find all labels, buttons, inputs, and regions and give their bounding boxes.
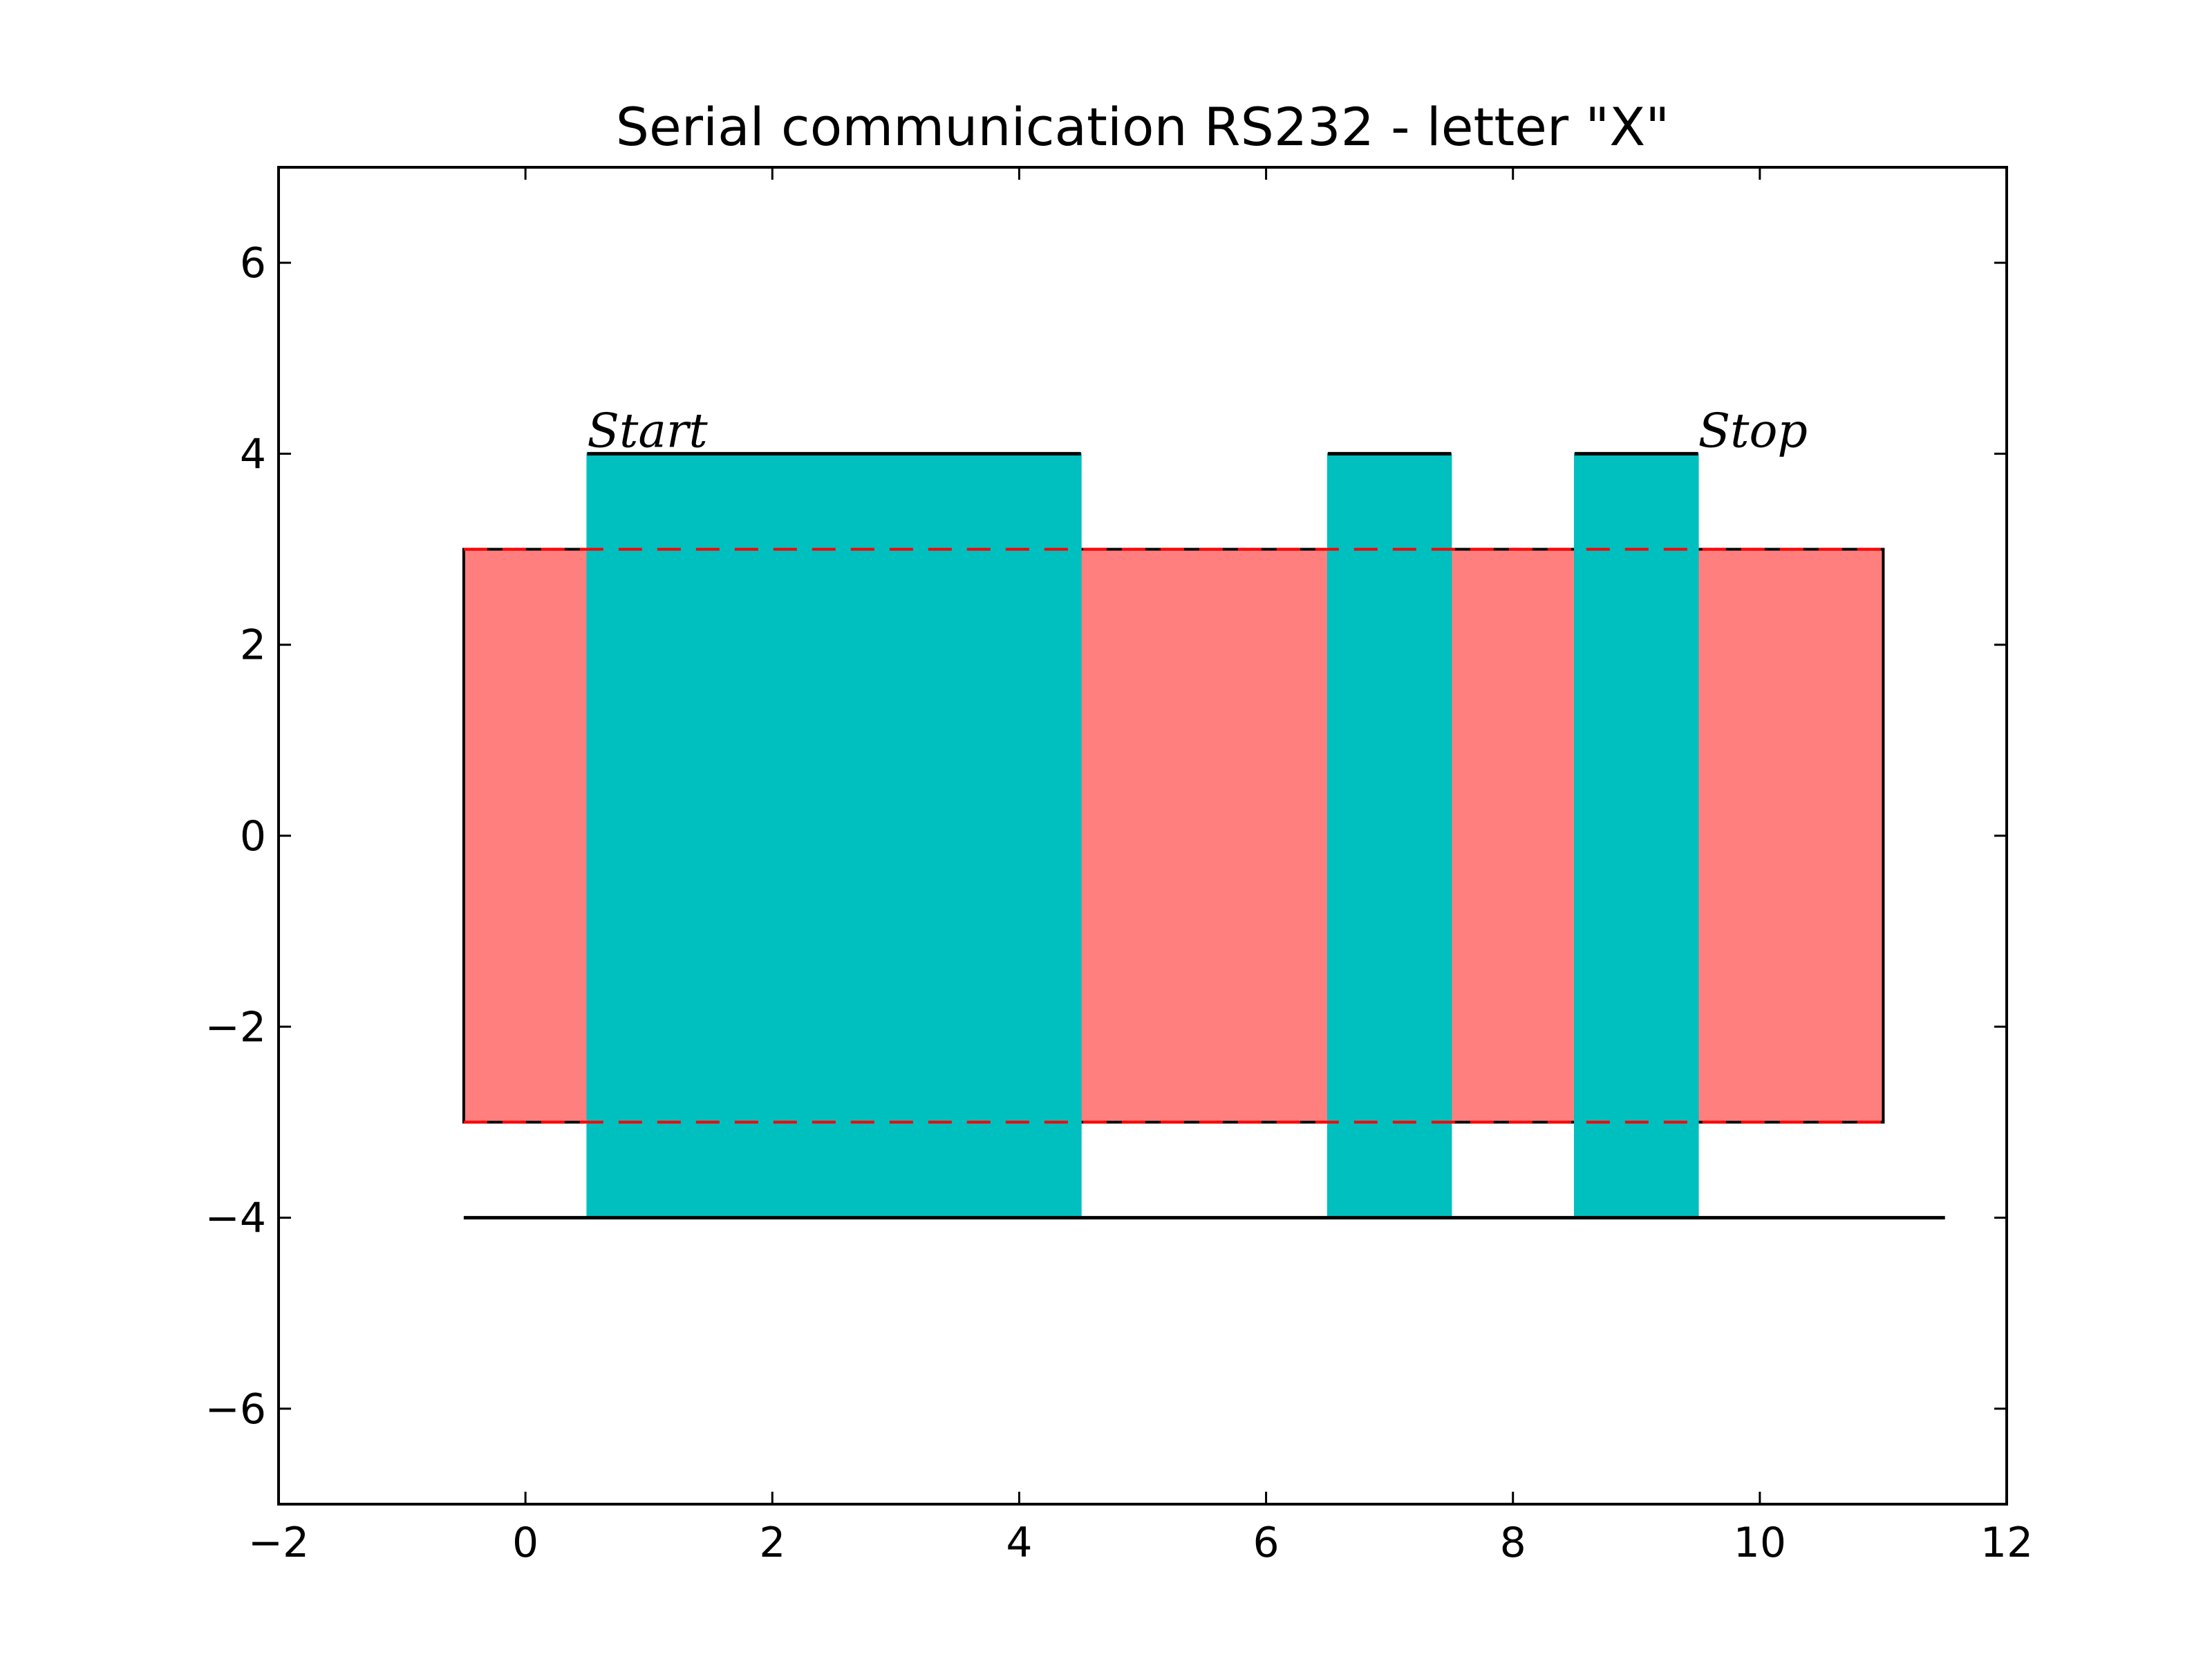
y-tick-label: −2 xyxy=(205,1003,266,1051)
bit-rect-1 xyxy=(586,453,1082,1219)
axes: −2 0 2 4 6 8 10 12 −6 −4 −2 0 2 4 6 xyxy=(205,166,2033,1567)
annotation-stop: Stop xyxy=(1698,404,1808,458)
x-tick-label: 2 xyxy=(759,1519,785,1567)
x-tick-label: 0 xyxy=(512,1519,538,1567)
x-tick-label: 8 xyxy=(1500,1519,1526,1567)
y-tick-label: 2 xyxy=(240,621,266,670)
plot-area: Start Stop xyxy=(462,404,1945,1220)
x-tick-label: 6 xyxy=(1253,1519,1279,1567)
y-tick-label: 6 xyxy=(240,239,266,288)
y-tick-label: −6 xyxy=(205,1385,266,1434)
x-tick-label: 4 xyxy=(1006,1519,1032,1567)
x-tick-label: −2 xyxy=(248,1519,309,1567)
bit-rect-2 xyxy=(1327,453,1452,1219)
chart-title: Serial communication RS232 - letter "X" xyxy=(616,96,1670,158)
bit-rect-3 xyxy=(1574,453,1699,1219)
y-tick-label: −4 xyxy=(205,1194,266,1243)
y-tick-label: 4 xyxy=(240,430,266,478)
x-tick-label: 10 xyxy=(1734,1519,1786,1567)
annotation-start: Start xyxy=(587,404,708,458)
y-tick-label: 0 xyxy=(240,812,266,861)
x-tick-label: 12 xyxy=(1980,1519,2033,1567)
